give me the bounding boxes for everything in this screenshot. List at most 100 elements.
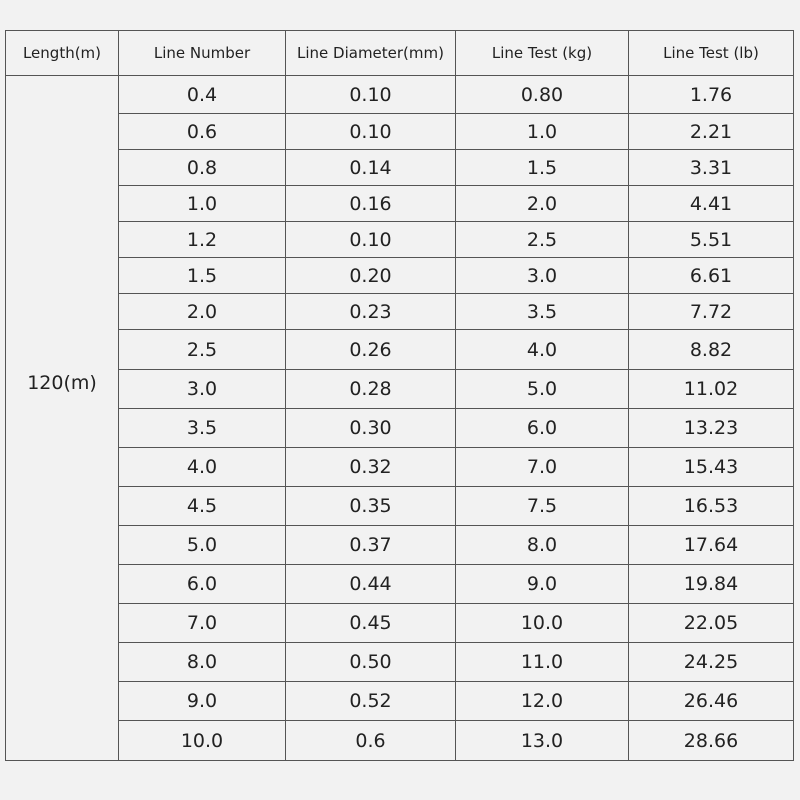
table-cell: 1.5 (455, 149, 629, 186)
header-cell: Line Test (lb) (628, 30, 794, 76)
table-cell: 13.0 (455, 720, 629, 761)
table-cell: 5.0 (118, 525, 286, 565)
table-row: 0.6 0.10 1.0 2.21 (6, 113, 794, 150)
table-row: 6.0 0.44 9.0 19.84 (6, 564, 794, 604)
spec-table: Length(m) Line Number Line Diameter(mm) Lin… (5, 30, 794, 761)
table-cell: 4.5 (118, 486, 286, 526)
table-cell: 2.0 (118, 293, 286, 330)
length-cell: 120(m) (5, 75, 119, 761)
table-row: 2.0 0.23 3.5 7.72 (6, 293, 794, 330)
table-row: 3.5 0.30 6.0 13.23 (6, 408, 794, 448)
header-cell: Length(m) (5, 30, 119, 76)
table-cell: 13.23 (628, 408, 794, 448)
table-cell: 5.51 (628, 221, 794, 258)
table-cell: 2.0 (455, 185, 629, 222)
table-cell: 2.5 (455, 221, 629, 258)
table-cell: 9.0 (455, 564, 629, 604)
table-body: 120(m) 0.4 0.10 0.80 1.76 0.6 0.10 1.0 2.21 0.8 0.… (5, 75, 794, 761)
table-cell: 11.0 (455, 642, 629, 682)
table-cell: 4.0 (118, 447, 286, 487)
table-row: 4.0 0.32 7.0 15.43 (6, 447, 794, 487)
table-cell: 6.0 (118, 564, 286, 604)
table-cell: 2.5 (118, 329, 286, 370)
table-row: 1.5 0.20 3.0 6.61 (6, 257, 794, 294)
table-cell: 0.44 (285, 564, 456, 604)
table-cell: 0.80 (455, 75, 629, 114)
table-cell: 11.02 (628, 369, 794, 409)
table-row: 1.0 0.16 2.0 4.41 (6, 185, 794, 222)
table-cell: 0.8 (118, 149, 286, 186)
table-cell: 0.10 (285, 221, 456, 258)
table-cell: 0.6 (285, 720, 456, 761)
table-cell: 10.0 (455, 603, 629, 643)
table-cell: 0.4 (118, 75, 286, 114)
table-row: 8.0 0.50 11.0 24.25 (6, 642, 794, 682)
table-cell: 0.52 (285, 681, 456, 721)
table-cell: 0.30 (285, 408, 456, 448)
table-cell: 4.0 (455, 329, 629, 370)
table-cell: 0.37 (285, 525, 456, 565)
table-row: 7.0 0.45 10.0 22.05 (6, 603, 794, 643)
table-cell: 7.72 (628, 293, 794, 330)
table-cell: 10.0 (118, 720, 286, 761)
table-cell: 3.5 (118, 408, 286, 448)
table-row: 1.2 0.10 2.5 5.51 (6, 221, 794, 258)
header-cell: Line Test (kg) (455, 30, 629, 76)
table-cell: 12.0 (455, 681, 629, 721)
table-cell: 0.45 (285, 603, 456, 643)
table-cell: 3.5 (455, 293, 629, 330)
table-cell: 28.66 (628, 720, 794, 761)
table-cell: 5.0 (455, 369, 629, 409)
table-row: 3.0 0.28 5.0 11.02 (6, 369, 794, 409)
table-cell: 22.05 (628, 603, 794, 643)
table-cell: 0.14 (285, 149, 456, 186)
header-cell: Line Diameter(mm) (285, 30, 456, 76)
table-cell: 0.10 (285, 75, 456, 114)
table-cell: 0.20 (285, 257, 456, 294)
table-cell: 19.84 (628, 564, 794, 604)
table-cell: 24.25 (628, 642, 794, 682)
table-cell: 0.6 (118, 113, 286, 150)
table-cell: 3.0 (455, 257, 629, 294)
table-row: 2.5 0.26 4.0 8.82 (6, 329, 794, 370)
table-cell: 1.5 (118, 257, 286, 294)
table-row: 10.0 0.6 13.0 28.66 (6, 720, 794, 761)
table-cell: 8.0 (118, 642, 286, 682)
table-cell: 17.64 (628, 525, 794, 565)
table-cell: 0.32 (285, 447, 456, 487)
table-cell: 0.23 (285, 293, 456, 330)
table-row: 5.0 0.37 8.0 17.64 (6, 525, 794, 565)
table-cell: 1.0 (455, 113, 629, 150)
table-cell: 7.0 (118, 603, 286, 643)
table-cell: 26.46 (628, 681, 794, 721)
table-cell: 0.28 (285, 369, 456, 409)
table-cell: 15.43 (628, 447, 794, 487)
table-row: 9.0 0.52 12.0 26.46 (6, 681, 794, 721)
table-cell: 1.0 (118, 185, 286, 222)
table-row: 0.8 0.14 1.5 3.31 (6, 149, 794, 186)
table-cell: 3.0 (118, 369, 286, 409)
table-cell: 4.41 (628, 185, 794, 222)
header-cell: Line Number (118, 30, 286, 76)
header-row: Length(m) Line Number Line Diameter(mm) Lin… (5, 30, 794, 76)
table-cell: 8.0 (455, 525, 629, 565)
table-cell: 0.50 (285, 642, 456, 682)
table-cell: 0.26 (285, 329, 456, 370)
table-cell: 0.35 (285, 486, 456, 526)
table-cell: 0.10 (285, 113, 456, 150)
table-cell: 7.0 (455, 447, 629, 487)
table-cell: 3.31 (628, 149, 794, 186)
table-cell: 1.76 (628, 75, 794, 114)
table-row: 120(m) 0.4 0.10 0.80 1.76 (5, 75, 794, 761)
table-cell: 9.0 (118, 681, 286, 721)
table-cell: 0.16 (285, 185, 456, 222)
table-cell: 1.2 (118, 221, 286, 258)
table-cell: 2.21 (628, 113, 794, 150)
table-cell: 6.0 (455, 408, 629, 448)
table-cell: 16.53 (628, 486, 794, 526)
table-row: 4.5 0.35 7.5 16.53 (6, 486, 794, 526)
table-cell: 6.61 (628, 257, 794, 294)
table-cell: 8.82 (628, 329, 794, 370)
table-cell: 7.5 (455, 486, 629, 526)
